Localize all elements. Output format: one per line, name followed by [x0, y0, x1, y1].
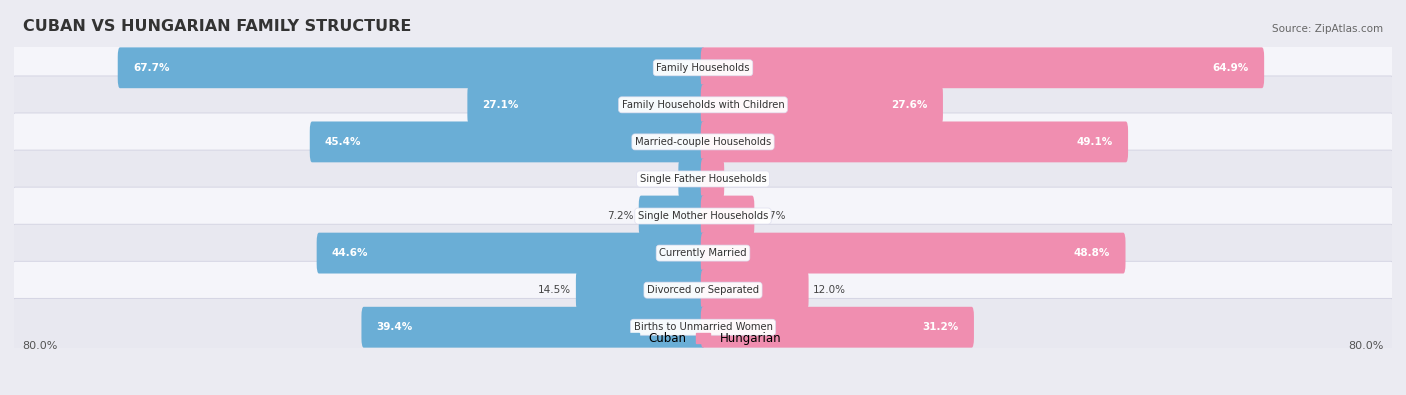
FancyBboxPatch shape [13, 39, 1393, 97]
Text: Married-couple Households: Married-couple Households [636, 137, 770, 147]
FancyBboxPatch shape [309, 122, 706, 162]
Text: 44.6%: 44.6% [332, 248, 368, 258]
FancyBboxPatch shape [13, 76, 1393, 134]
FancyBboxPatch shape [700, 196, 755, 237]
Text: 5.7%: 5.7% [759, 211, 786, 221]
FancyBboxPatch shape [13, 224, 1393, 282]
FancyBboxPatch shape [700, 270, 808, 310]
Text: 49.1%: 49.1% [1077, 137, 1114, 147]
FancyBboxPatch shape [638, 196, 706, 237]
FancyBboxPatch shape [576, 270, 706, 310]
Text: Currently Married: Currently Married [659, 248, 747, 258]
FancyBboxPatch shape [700, 85, 943, 125]
FancyBboxPatch shape [13, 261, 1393, 319]
Text: 2.2%: 2.2% [728, 174, 755, 184]
FancyBboxPatch shape [13, 187, 1393, 245]
Text: 27.6%: 27.6% [891, 100, 928, 110]
Text: CUBAN VS HUNGARIAN FAMILY STRUCTURE: CUBAN VS HUNGARIAN FAMILY STRUCTURE [22, 19, 411, 34]
Text: Divorced or Separated: Divorced or Separated [647, 285, 759, 295]
Text: 67.7%: 67.7% [134, 63, 169, 73]
Text: 39.4%: 39.4% [377, 322, 413, 332]
FancyBboxPatch shape [467, 85, 706, 125]
Text: 12.0%: 12.0% [813, 285, 846, 295]
Text: 7.2%: 7.2% [607, 211, 634, 221]
Text: Single Mother Households: Single Mother Households [638, 211, 768, 221]
FancyBboxPatch shape [13, 298, 1393, 356]
Text: Source: ZipAtlas.com: Source: ZipAtlas.com [1272, 24, 1384, 34]
Text: Family Households: Family Households [657, 63, 749, 73]
FancyBboxPatch shape [13, 113, 1393, 171]
FancyBboxPatch shape [700, 158, 724, 199]
Text: 45.4%: 45.4% [325, 137, 361, 147]
FancyBboxPatch shape [700, 122, 1128, 162]
Text: 27.1%: 27.1% [482, 100, 519, 110]
Legend: Cuban, Hungarian: Cuban, Hungarian [624, 332, 782, 345]
FancyBboxPatch shape [118, 47, 706, 88]
FancyBboxPatch shape [361, 307, 706, 348]
Text: 14.5%: 14.5% [538, 285, 571, 295]
FancyBboxPatch shape [316, 233, 706, 273]
Text: Family Households with Children: Family Households with Children [621, 100, 785, 110]
Text: 31.2%: 31.2% [922, 322, 959, 332]
Text: 64.9%: 64.9% [1213, 63, 1249, 73]
Text: Single Father Households: Single Father Households [640, 174, 766, 184]
FancyBboxPatch shape [700, 233, 1125, 273]
FancyBboxPatch shape [700, 47, 1264, 88]
Text: 48.8%: 48.8% [1074, 248, 1111, 258]
Text: Births to Unmarried Women: Births to Unmarried Women [634, 322, 772, 332]
FancyBboxPatch shape [678, 158, 706, 199]
Text: 80.0%: 80.0% [1348, 341, 1384, 351]
FancyBboxPatch shape [700, 307, 974, 348]
Text: 80.0%: 80.0% [22, 341, 58, 351]
FancyBboxPatch shape [13, 150, 1393, 208]
Text: 2.6%: 2.6% [647, 174, 673, 184]
